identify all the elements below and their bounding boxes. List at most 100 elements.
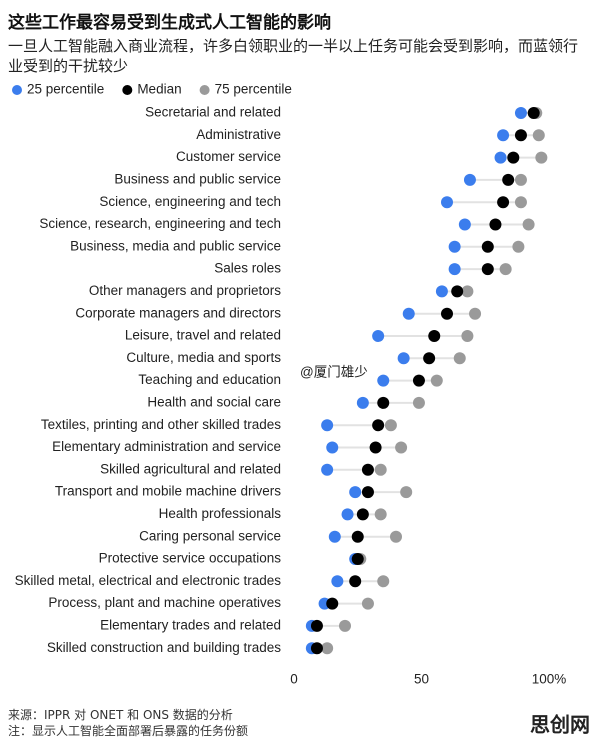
dot — [349, 486, 362, 499]
category-label: Business and public service — [114, 171, 281, 186]
dot — [448, 240, 461, 253]
category-label: Secretarial and related — [145, 105, 281, 120]
category-label: Teaching and education — [138, 372, 281, 387]
dot — [494, 151, 507, 164]
dot — [514, 107, 527, 119]
dot — [351, 530, 364, 543]
category-label: Textiles, printing and other skilled tra… — [41, 417, 281, 432]
dot — [321, 642, 334, 655]
category-label: Elementary trades and related — [100, 617, 281, 632]
dot — [412, 396, 425, 409]
category-label: Administrative — [196, 127, 281, 142]
category-label: Business, media and public service — [70, 238, 281, 253]
dot — [514, 173, 527, 186]
dot — [341, 508, 354, 521]
dot — [372, 419, 385, 432]
category-label: Process, plant and machine operatives — [48, 595, 281, 610]
dot — [481, 263, 494, 276]
dot — [339, 619, 351, 632]
dot — [321, 463, 334, 476]
dot — [384, 419, 397, 432]
dot — [458, 218, 471, 231]
dot — [463, 173, 476, 186]
dot — [402, 307, 415, 320]
legend-marker — [122, 85, 133, 95]
category-label: Leisure, travel and related — [125, 328, 281, 343]
dot — [377, 575, 390, 588]
category-label: Transport and mobile machine drivers — [55, 484, 281, 499]
dot — [535, 151, 548, 164]
dot — [374, 508, 387, 521]
dot — [400, 486, 413, 499]
dot — [451, 285, 464, 298]
watermark: 思创网 — [530, 712, 590, 736]
category-label: Skilled agricultural and related — [100, 461, 281, 476]
dot — [369, 441, 382, 454]
x-tick-label: 100% — [532, 672, 567, 687]
dot — [412, 374, 425, 387]
dot — [489, 218, 502, 231]
x-tick-label: 50 — [414, 672, 429, 687]
legend-marker — [199, 85, 210, 95]
legend-marker — [12, 85, 22, 95]
dot — [351, 553, 364, 565]
dot — [361, 463, 374, 476]
dot — [349, 575, 362, 588]
category-label: Corporate managers and directors — [75, 305, 281, 320]
dot — [321, 419, 334, 432]
note: 注：显示人工智能全面部署后暴露的任务份额 — [8, 724, 249, 738]
category-label: Customer service — [176, 149, 281, 164]
watermark: @厦门雄少 — [300, 365, 368, 380]
dot — [435, 285, 448, 298]
dot — [356, 508, 369, 521]
dot — [428, 330, 441, 342]
dot — [397, 352, 410, 365]
dot — [372, 330, 385, 342]
category-label: Caring personal service — [139, 528, 281, 543]
category-label: Skilled metal, electrical and electronic… — [15, 573, 282, 588]
dot — [522, 218, 535, 231]
dot — [377, 396, 390, 409]
dot — [527, 107, 540, 119]
dot — [497, 129, 510, 142]
legend-label: 75 percentile — [215, 82, 292, 97]
dot — [328, 530, 341, 543]
dot — [326, 441, 339, 454]
category-label: Health professionals — [159, 506, 282, 521]
dot — [395, 441, 408, 454]
chart-title: 这些工作最容易受到生成式人工智能的影响 — [8, 13, 331, 33]
dot — [448, 263, 461, 276]
category-label: Elementary administration and service — [52, 439, 281, 454]
category-label: Culture, media and sports — [126, 350, 281, 365]
category-label: Health and social care — [147, 394, 281, 409]
dot — [532, 129, 545, 142]
dot — [461, 330, 474, 342]
dot — [514, 129, 527, 142]
dot — [377, 374, 390, 387]
dot — [453, 352, 466, 365]
dot — [507, 151, 520, 164]
dot — [361, 486, 374, 499]
dot — [441, 307, 453, 320]
dot — [356, 396, 369, 409]
dot — [499, 263, 512, 276]
category-label: Skilled construction and building trades — [47, 640, 281, 655]
legend-label: Median — [137, 82, 181, 97]
dot — [326, 597, 339, 610]
chart-subtitle: 一旦人工智能融入商业流程，许多白领职业的一半以上任务可能会受到影响，而蓝领行业受… — [8, 37, 579, 75]
category-label: Protective service occupations — [99, 551, 282, 566]
dot — [374, 463, 387, 476]
dot — [331, 575, 344, 588]
dot — [497, 196, 510, 209]
dot — [310, 642, 323, 655]
dot — [423, 352, 436, 365]
dot — [390, 530, 402, 543]
x-tick-label: 0 — [290, 672, 298, 687]
dot — [514, 196, 527, 209]
dot — [461, 285, 474, 298]
dot — [361, 597, 374, 610]
source: 来源：IPPR 对 ONET 和 ONS 数据的分析 — [8, 708, 233, 722]
category-label: Science, research, engineering and tech — [39, 216, 281, 231]
